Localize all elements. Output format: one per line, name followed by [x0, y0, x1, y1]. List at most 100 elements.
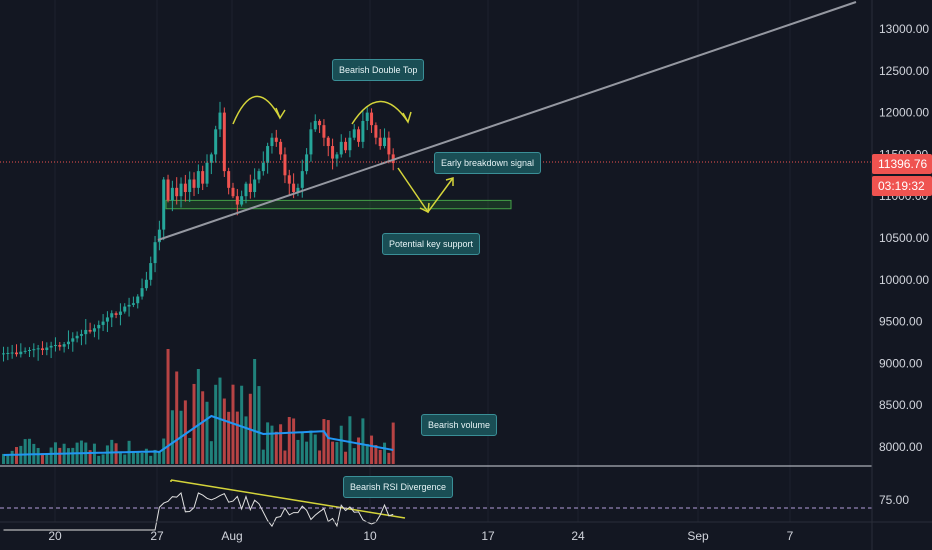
volume-bar [2, 453, 5, 464]
volume-bar [261, 449, 265, 464]
volume-bar [101, 454, 105, 464]
candle-body [331, 146, 335, 159]
candle-body [357, 129, 361, 142]
candle-body [170, 187, 174, 201]
volume-bar [283, 450, 287, 464]
candle-body [383, 137, 387, 147]
volume-bar [318, 450, 322, 464]
candle-body [279, 141, 283, 155]
candle-body [127, 304, 131, 307]
candle-body [166, 179, 170, 201]
callout-bearish-rsi-divergence[interactable]: Bearish RSI Divergence [343, 476, 454, 498]
candle-body [322, 125, 326, 138]
volume-bar [10, 450, 14, 464]
candle-body [36, 348, 40, 350]
current-price-badge: 11396.76 [872, 154, 932, 174]
candle-body [205, 162, 209, 184]
volume-bar [253, 359, 257, 464]
volume-bar [305, 441, 309, 464]
volume-bar [244, 416, 248, 464]
candle-body [209, 154, 213, 163]
callout-potential-support[interactable]: Potential key support [382, 233, 481, 255]
candle-body [201, 171, 205, 184]
candle-body [348, 137, 352, 151]
candle-body [101, 321, 105, 325]
volume-bar [357, 437, 361, 464]
candle-body [318, 120, 322, 126]
candle-body [222, 112, 226, 172]
candle-body [266, 146, 270, 163]
left-top-arc [232, 95, 281, 125]
candle-body [326, 137, 330, 147]
volume-bar [144, 448, 148, 464]
callout-early-breakdown[interactable]: Early breakdown signal [434, 152, 542, 174]
volume-bar [296, 439, 300, 464]
volume-bar [188, 437, 192, 464]
candle-body [227, 171, 231, 188]
candle-body [378, 137, 382, 147]
volume-bar [300, 432, 304, 464]
volume-bar [131, 450, 135, 464]
volume-bar [196, 369, 200, 464]
volume-bar [387, 452, 391, 464]
candle-body [79, 334, 83, 336]
volume-bar [97, 455, 101, 464]
candle-body [62, 344, 66, 347]
candle-body [179, 183, 183, 197]
candle-body [110, 313, 114, 318]
candle-body [192, 179, 196, 188]
ascending-trendline[interactable] [157, 1, 857, 241]
volume-bar [209, 441, 213, 464]
callout-bearish-volume[interactable]: Bearish volume [421, 414, 498, 436]
volume-bar [175, 371, 179, 464]
price-tick-label: 13000.00 [879, 22, 929, 36]
candle-body [261, 162, 265, 172]
volume-bar [166, 349, 170, 464]
callout-bearish-double-top[interactable]: Bearish Double Top [332, 59, 425, 81]
volume-bar [6, 454, 10, 464]
candle-body [240, 196, 244, 205]
volume-bar [114, 443, 118, 464]
volume-bar [205, 401, 209, 464]
volume-bar [374, 445, 378, 464]
price-tick-label: 8500.00 [879, 398, 923, 412]
volume-bar [66, 448, 70, 464]
volume-bar [313, 434, 317, 464]
candle-body [305, 154, 309, 172]
time-tick-label: 17 [481, 529, 495, 543]
volume-bar [40, 453, 44, 464]
candle-body [283, 154, 287, 176]
candle-body [140, 288, 144, 297]
candle-body [6, 352, 10, 354]
volume-bar [378, 449, 382, 464]
time-tick-label: 27 [150, 529, 164, 543]
candle-body [387, 137, 391, 155]
candle-body [339, 141, 343, 155]
time-tick-label: Aug [221, 529, 242, 543]
price-axis-panel[interactable] [872, 0, 932, 550]
candle-body [97, 324, 101, 329]
drawing-arcs[interactable] [170, 95, 454, 519]
candle-body [361, 120, 365, 142]
volume-bar [292, 418, 296, 464]
time-tick-label: 20 [48, 529, 62, 543]
volume-bar [153, 449, 157, 464]
candle-body [248, 183, 252, 193]
volume-bar [279, 424, 283, 464]
candle-body [153, 242, 157, 264]
time-tick-label: Sep [687, 529, 709, 543]
candle-body [313, 120, 317, 130]
volume-bar [274, 431, 278, 464]
candle-body [235, 196, 239, 205]
candle-body [2, 353, 5, 355]
price-axis-labels: 13000.0012500.0012000.0011500.0011000.00… [879, 22, 929, 454]
candle-body [296, 187, 300, 193]
volume-bar [235, 411, 239, 464]
candle-body [105, 317, 109, 322]
candle-body [270, 137, 274, 147]
volume-bar [240, 385, 244, 464]
candle-body [344, 141, 348, 151]
grid-lines [54, 0, 791, 522]
